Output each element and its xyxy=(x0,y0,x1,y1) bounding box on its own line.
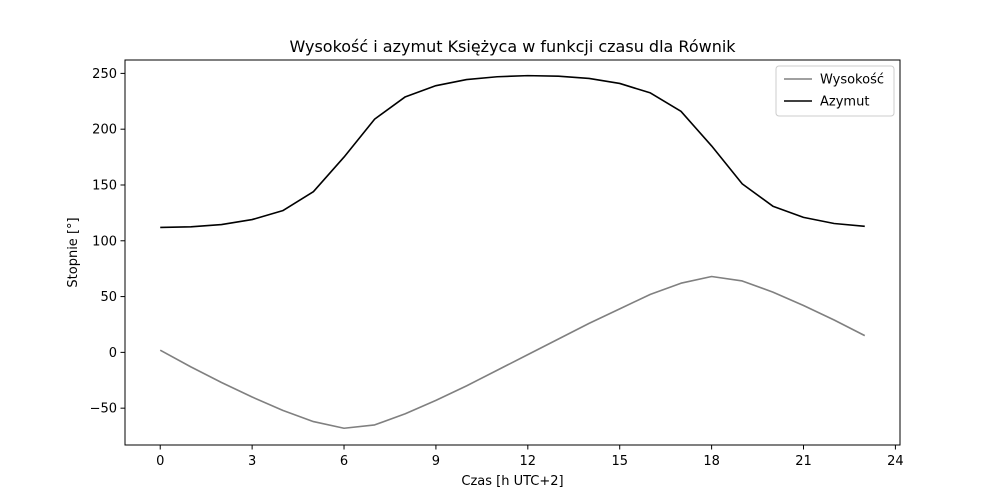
plot-frame xyxy=(124,59,901,446)
x-tick-label: 18 xyxy=(703,454,720,469)
series-layer xyxy=(159,74,866,430)
x-tick-label: 15 xyxy=(611,454,628,469)
x-tick-label: 0 xyxy=(156,454,164,469)
legend-label-1: Azymut xyxy=(820,95,869,110)
legend-label-0: Wysokość xyxy=(820,73,884,88)
chart-title: Wysokość i azymut Księżyca w funkcji cza… xyxy=(289,37,736,56)
y-axis-label: Stopnie [°] xyxy=(66,217,81,287)
y-tick-label: 100 xyxy=(92,234,117,249)
plot-background xyxy=(125,60,900,445)
y-axis-ticks: −50 0 50 100 150 200 250 xyxy=(90,67,125,417)
x-tick-label: 21 xyxy=(795,454,812,469)
y-tick-label: −50 xyxy=(90,402,117,417)
x-axis-ticks: 0 3 6 9 12 15 18 21 24 xyxy=(156,445,904,469)
y-tick-label: 250 xyxy=(92,67,117,82)
y-tick-label: 150 xyxy=(92,178,117,193)
x-tick-label: 6 xyxy=(340,454,348,469)
series-line-0 xyxy=(159,275,866,430)
series-line-1 xyxy=(160,74,865,229)
x-tick-label: 3 xyxy=(248,454,256,469)
y-tick-label: 50 xyxy=(100,290,117,305)
y-tick-label: 200 xyxy=(92,123,117,138)
x-axis-label: Czas [h UTC+2] xyxy=(461,474,563,489)
x-tick-label: 9 xyxy=(432,454,440,469)
x-tick-label: 24 xyxy=(887,454,904,469)
x-tick-label: 12 xyxy=(520,454,537,469)
y-tick-label: 0 xyxy=(109,346,117,361)
legend: Wysokość Azymut xyxy=(775,65,895,117)
